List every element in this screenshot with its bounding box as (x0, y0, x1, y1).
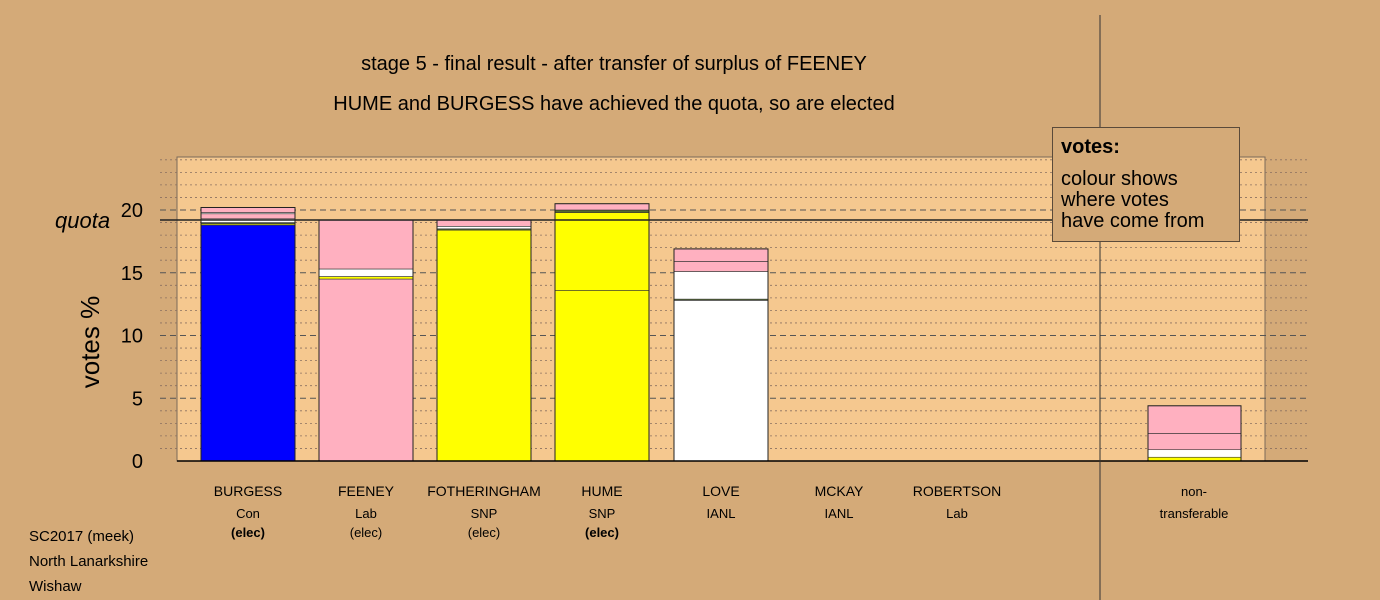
candidate-name-label: FOTHERINGHAM (427, 483, 541, 499)
candidate-party-label: IANL (707, 506, 736, 521)
nontransferable-label: non- (1181, 484, 1207, 499)
y-axis-label: votes % (75, 296, 105, 389)
bar-nontransferable-segment (1147, 433, 1242, 451)
bar-burgess-segment (200, 224, 296, 462)
bar-hume-segment (554, 290, 650, 462)
y-tick-label: 5 (132, 388, 143, 410)
quota-label: quota (55, 208, 110, 233)
candidate-name-label: MCKAY (815, 483, 864, 499)
candidate-name-label: FEENEY (338, 483, 395, 499)
candidate-status-label: (elec) (231, 525, 265, 540)
legend-line: colour shows (1061, 168, 1178, 190)
candidate-name-label: HUME (581, 483, 622, 499)
y-tick-label: 10 (121, 326, 143, 348)
candidate-party-label: SNP (589, 506, 616, 521)
candidate-status-label: (elec) (350, 525, 383, 540)
bar-love-segment (673, 300, 769, 462)
legend-box: votes: colour shows where votes have com… (1052, 127, 1240, 242)
candidate-name-label: BURGESS (214, 483, 282, 499)
candidate-party-label: SNP (471, 506, 498, 521)
footer-council: North Lanarkshire (29, 553, 149, 570)
chart-subtitle: HUME and BURGESS have achieved the quota… (333, 93, 895, 115)
nontransferable-label: transferable (1160, 506, 1229, 521)
legend-line: where votes (1061, 189, 1169, 211)
candidate-party-label: IANL (825, 506, 854, 521)
y-tick-label: 20 (121, 200, 143, 222)
bar-fotheringham-segment (436, 219, 532, 227)
chart-title: stage 5 - final result - after transfer … (361, 53, 867, 75)
bar-burgess-segment (200, 207, 296, 213)
candidate-status-label: (elec) (468, 525, 501, 540)
candidate-status-label: (elec) (585, 525, 619, 540)
bar-feeney-segment (318, 219, 414, 270)
bar-feeney-segment (318, 276, 414, 280)
candidate-party-label: Lab (946, 506, 968, 521)
footer-method: SC2017 (meek) (29, 528, 135, 545)
bar-love-segment (673, 271, 769, 300)
bar-fotheringham-segment (436, 226, 532, 230)
legend-line: have come from (1061, 210, 1205, 232)
bar-fotheringham-segment (436, 229, 532, 462)
candidate-party-label: Lab (355, 506, 377, 521)
candidate-name-label: LOVE (702, 483, 739, 499)
legend-heading: votes: (1061, 136, 1120, 158)
bar-burgess-segment (200, 213, 296, 220)
y-tick-label: 15 (121, 263, 143, 285)
bar-hume-segment (554, 212, 650, 291)
candidate-party-label: Con (236, 506, 260, 521)
bar-hume-segment (554, 203, 650, 211)
bar-feeney-segment (318, 268, 414, 277)
bar-feeney-segment (318, 278, 414, 462)
y-tick-label: 0 (132, 451, 143, 473)
bar-nontransferable-segment (1147, 405, 1242, 434)
bar-love-segment (673, 248, 769, 262)
bar-love-segment (673, 261, 769, 272)
bar-hume-segment (554, 209, 650, 213)
candidate-name-label: ROBERTSON (913, 483, 1001, 499)
bar-nontransferable-segment (1147, 449, 1242, 458)
footer-ward: Wishaw (29, 578, 82, 595)
